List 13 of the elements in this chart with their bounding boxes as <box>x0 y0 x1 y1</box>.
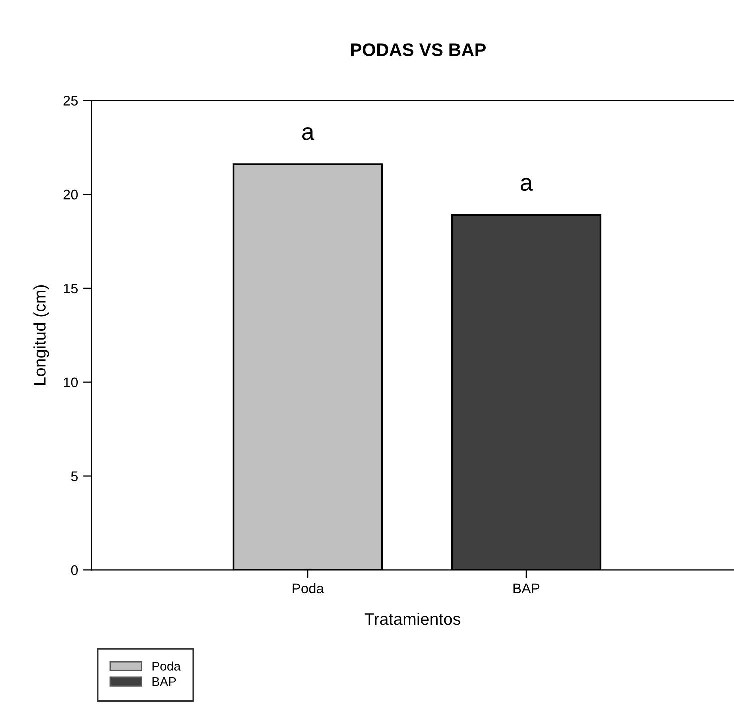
x-axis-title: Tratamientos <box>364 612 461 626</box>
y-axis-title: Longitud (cm) <box>34 285 50 385</box>
legend-label: BAP <box>152 678 176 686</box>
y-tick-label: 25 <box>64 96 78 106</box>
annotation: a <box>302 127 315 140</box>
y-tick-label: 5 <box>71 472 78 482</box>
y-tick-label: 10 <box>64 378 78 388</box>
y-tick-label: 0 <box>71 566 78 576</box>
y-tick-label: 20 <box>64 190 78 200</box>
y-tick-label: 15 <box>64 284 78 294</box>
annotation: a <box>520 178 534 192</box>
legend-label: Poda <box>152 662 181 671</box>
chart-title: PODAS VS BAP <box>351 44 486 56</box>
